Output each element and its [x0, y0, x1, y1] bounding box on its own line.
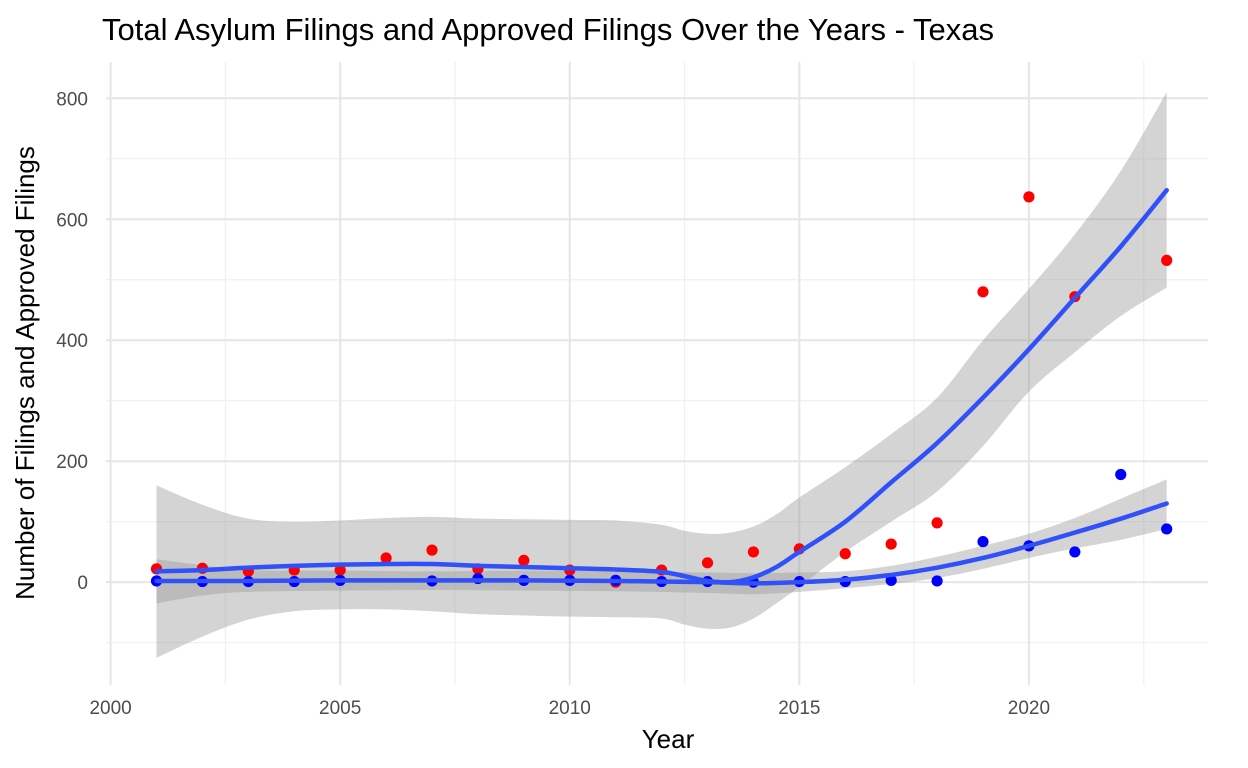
- data-point: [839, 548, 851, 560]
- data-point: [885, 574, 897, 586]
- y-tick-label: 800: [56, 89, 88, 110]
- data-point: [885, 538, 897, 550]
- x-axis-tick-labels: 2000 2005 2010 2015 2020: [89, 698, 1050, 719]
- data-point: [977, 286, 989, 298]
- data-point: [426, 544, 438, 556]
- x-tick-label: 2000: [89, 698, 131, 719]
- data-point: [977, 536, 989, 548]
- y-tick-label: 400: [56, 331, 88, 352]
- x-axis-title: Year: [642, 724, 695, 754]
- trend-line: [154, 501, 1169, 586]
- data-point: [1069, 546, 1081, 558]
- data-point: [747, 546, 760, 558]
- data-point: [1023, 191, 1035, 203]
- y-tick-label: 0: [77, 573, 88, 594]
- data-point: [1115, 468, 1127, 481]
- confidence-band: [156, 92, 1167, 658]
- y-axis-title: Number of Filings and Approved Filings: [10, 146, 40, 600]
- x-tick-label: 2015: [778, 698, 820, 719]
- smooth-trend-lines: [154, 187, 1169, 586]
- data-point: [334, 564, 346, 576]
- y-axis-tick-labels: 0 200 400 600 800: [56, 89, 88, 594]
- y-tick-label: 600: [56, 210, 88, 231]
- x-tick-label: 2020: [1008, 698, 1050, 719]
- data-point: [518, 554, 530, 567]
- y-tick-label: 200: [56, 452, 88, 473]
- minor-gridlines: [106, 62, 1208, 685]
- data-point: [1161, 523, 1173, 535]
- x-tick-label: 2010: [549, 698, 591, 719]
- data-point: [931, 517, 943, 529]
- data-point: [380, 552, 392, 564]
- chart-title: Total Asylum Filings and Approved Filing…: [102, 12, 994, 47]
- data-point: [701, 557, 714, 569]
- data-point: [931, 575, 943, 587]
- data-point: [1161, 254, 1173, 266]
- x-tick-label: 2005: [319, 698, 361, 719]
